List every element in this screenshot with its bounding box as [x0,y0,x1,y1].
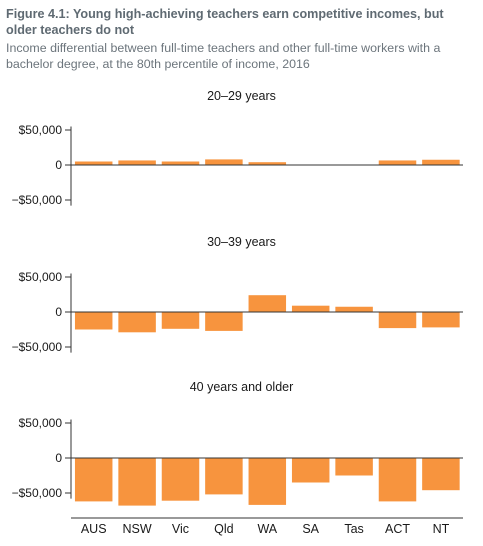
bar-nsw [118,458,156,506]
bar-vic [161,161,200,165]
y-tick-label: 0 [55,451,62,465]
bar-wa [248,458,287,505]
y-tick-label: $50,000 [19,123,63,137]
x-tick-label-qld: Qld [214,522,234,536]
x-tick-label-nsw: NSW [123,522,152,536]
bar-qld [205,458,243,495]
bar-aus [74,458,113,502]
bar-aus [74,312,113,330]
figure-subtitle: Income differential between full-time te… [6,41,441,71]
bar-nsw [118,312,156,333]
bar-qld [205,159,243,165]
bar-wa [248,162,287,165]
x-tick-label-sa: SA [302,522,319,536]
panel-title-1: 20–29 years [207,89,276,103]
x-tick-label-nt: NT [433,522,450,536]
y-tick-label: −$50,000 [12,193,63,207]
panel-title-3: 40 years and older [190,380,294,394]
bar-sa [291,458,330,483]
bar-act [378,312,417,329]
y-tick-label: −$50,000 [12,486,63,500]
x-tick-label-vic: Vic [172,522,189,536]
x-tick-label-wa: WA [257,522,277,536]
bar-aus [74,161,113,165]
y-tick-label: 0 [55,305,62,319]
y-tick-label: $50,000 [19,270,63,284]
bar-tas [335,458,373,476]
bar-nt [422,458,460,491]
bar-qld [205,312,243,331]
y-tick-label: $50,000 [19,416,63,430]
bar-wa [248,295,287,312]
bar-nsw [118,160,156,165]
figure-title: Figure 4.1: Young high-achieving teacher… [6,7,444,37]
bar-nt [422,159,460,165]
y-tick-label: 0 [55,158,62,172]
bar-act [378,458,417,502]
bar-act [378,160,417,165]
panel-title-2: 30–39 years [207,235,276,249]
bar-vic [161,312,200,329]
bar-nt [422,312,460,328]
x-tick-label-aus: AUS [81,522,107,536]
x-tick-label-tas: Tas [344,522,363,536]
bar-vic [161,458,200,501]
x-tick-label-act: ACT [385,522,410,536]
bar-sa [291,305,330,312]
bar-tas [335,306,373,312]
y-tick-label: −$50,000 [12,340,63,354]
